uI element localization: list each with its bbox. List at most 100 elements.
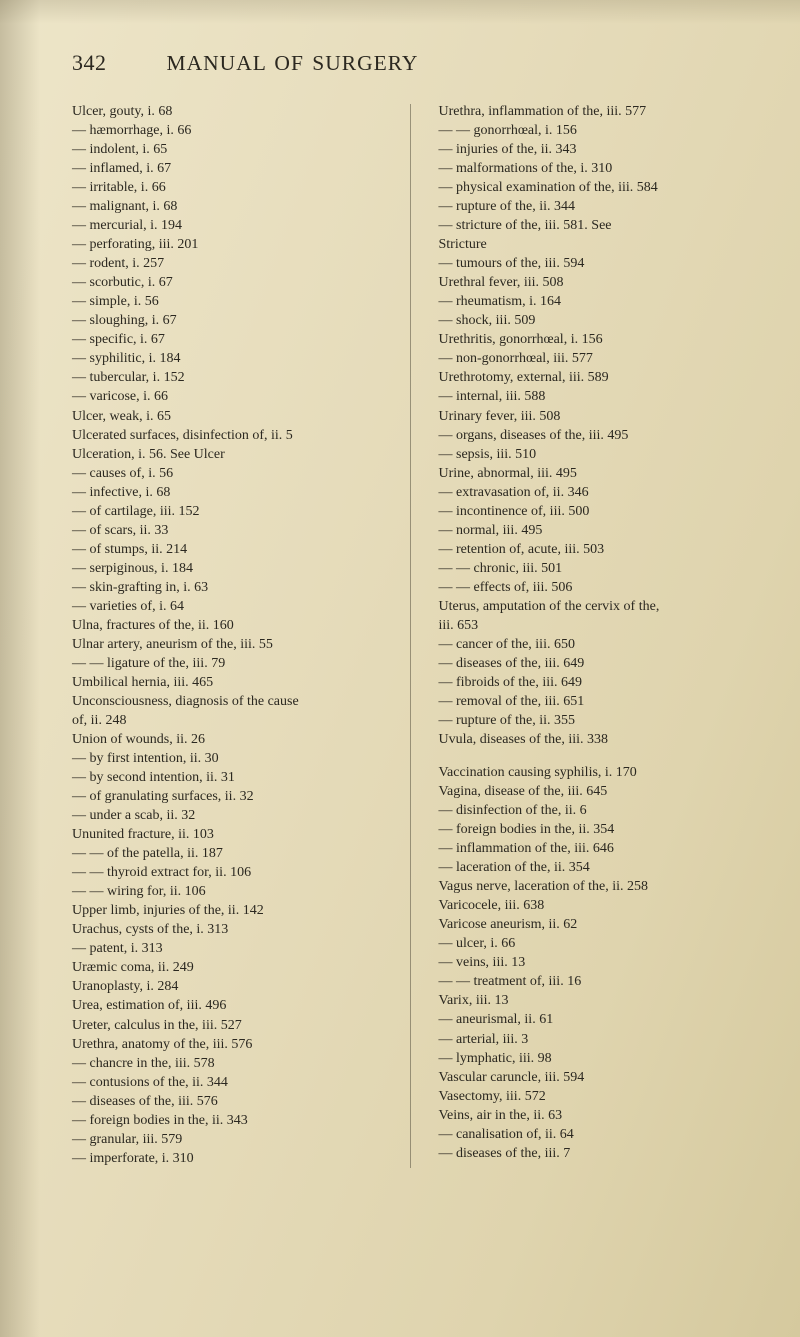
index-entry: Urea, estimation of, iii. 496 — [72, 996, 382, 1015]
index-entry: Varix, iii. 13 — [439, 991, 749, 1010]
index-entry: Varicose aneurism, ii. 62 — [439, 915, 749, 934]
index-entry: lymphatic, iii. 98 — [439, 1049, 749, 1068]
index-entry: gonorrhœal, i. 156 — [439, 121, 749, 140]
index-entry: mercurial, i. 194 — [72, 216, 382, 235]
index-entry: arterial, iii. 3 — [439, 1030, 749, 1049]
index-entry: Stricture — [439, 235, 749, 254]
index-entry: Urethral fever, iii. 508 — [439, 273, 749, 292]
blank-line — [439, 749, 749, 763]
index-entry: rupture of the, ii. 344 — [439, 197, 749, 216]
index-entry: Uranoplasty, i. 284 — [72, 977, 382, 996]
index-entry: syphilitic, i. 184 — [72, 349, 382, 368]
index-entry: Unconsciousness, diagnosis of the cause — [72, 692, 382, 711]
index-entry: Ulnar artery, aneurism of the, iii. 55 — [72, 635, 382, 654]
index-entry: Ureter, calculus in the, iii. 527 — [72, 1016, 382, 1035]
page-shadow-top — [0, 0, 800, 24]
index-entry: diseases of the, iii. 576 — [72, 1092, 382, 1111]
index-entry: iii. 653 — [439, 616, 749, 635]
index-entry: scorbutic, i. 67 — [72, 273, 382, 292]
index-entry: Vasectomy, iii. 572 — [439, 1087, 749, 1106]
index-entry: diseases of the, iii. 649 — [439, 654, 749, 673]
index-entry: stricture of the, iii. 581. See — [439, 216, 749, 235]
index-entry: contusions of the, ii. 344 — [72, 1073, 382, 1092]
index-entry: fibroids of the, iii. 649 — [439, 673, 749, 692]
index-entry: ligature of the, iii. 79 — [72, 654, 382, 673]
index-entry: Vagus nerve, laceration of the, ii. 258 — [439, 877, 749, 896]
index-entry: rupture of the, ii. 355 — [439, 711, 749, 730]
index-entry: injuries of the, ii. 343 — [439, 140, 749, 159]
header: 342 MANUAL OF SURGERY — [72, 50, 748, 76]
index-entry: physical examination of the, iii. 584 — [439, 178, 749, 197]
book-title: MANUAL OF SURGERY — [167, 51, 419, 76]
index-entry: sloughing, i. 67 — [72, 311, 382, 330]
index-entry: cancer of the, iii. 650 — [439, 635, 749, 654]
page-number: 342 — [72, 50, 107, 76]
index-entry: of, ii. 248 — [72, 711, 382, 730]
index-entry: Uræmic coma, ii. 249 — [72, 958, 382, 977]
index-entry: sepsis, iii. 510 — [439, 445, 749, 464]
index-entry: Ulcer, weak, i. 65 — [72, 407, 382, 426]
index-entry: Urine, abnormal, iii. 495 — [439, 464, 749, 483]
index-entry: Varicocele, iii. 638 — [439, 896, 749, 915]
index-entry: of scars, ii. 33 — [72, 521, 382, 540]
index-entry: under a scab, ii. 32 — [72, 806, 382, 825]
index-columns: Ulcer, gouty, i. 68hæmorrhage, i. 66indo… — [72, 102, 748, 1168]
index-entry: Urethritis, gonorrhœal, i. 156 — [439, 330, 749, 349]
index-entry: of stumps, ii. 214 — [72, 540, 382, 559]
index-entry: rodent, i. 257 — [72, 254, 382, 273]
index-entry: varieties of, i. 64 — [72, 597, 382, 616]
index-entry: Urethra, inflammation of the, iii. 577 — [439, 102, 749, 121]
index-entry: by first intention, ii. 30 — [72, 749, 382, 768]
index-entry: Urinary fever, iii. 508 — [439, 407, 749, 426]
index-entry: aneurismal, ii. 61 — [439, 1010, 749, 1029]
page: 342 MANUAL OF SURGERY Ulcer, gouty, i. 6… — [0, 0, 800, 1337]
index-entry: retention of, acute, iii. 503 — [439, 540, 749, 559]
index-entry: thyroid extract for, ii. 106 — [72, 863, 382, 882]
index-entry: normal, iii. 495 — [439, 521, 749, 540]
index-entry: effects of, iii. 506 — [439, 578, 749, 597]
index-entry: chancre in the, iii. 578 — [72, 1054, 382, 1073]
column-divider — [410, 104, 411, 1168]
index-entry: infective, i. 68 — [72, 483, 382, 502]
index-entry: canalisation of, ii. 64 — [439, 1125, 749, 1144]
index-entry: rheumatism, i. 164 — [439, 292, 749, 311]
index-column-left: Ulcer, gouty, i. 68hæmorrhage, i. 66indo… — [72, 102, 382, 1168]
index-entry: Uvula, diseases of the, iii. 338 — [439, 730, 749, 749]
index-entry: Ulna, fractures of the, ii. 160 — [72, 616, 382, 635]
index-column-right: Urethra, inflammation of the, iii. 577go… — [439, 102, 749, 1168]
index-entry: wiring for, ii. 106 — [72, 882, 382, 901]
index-entry: causes of, i. 56 — [72, 464, 382, 483]
index-entry: removal of the, iii. 651 — [439, 692, 749, 711]
index-entry: disinfection of the, ii. 6 — [439, 801, 749, 820]
index-entry: non-gonorrhœal, iii. 577 — [439, 349, 749, 368]
index-entry: patent, i. 313 — [72, 939, 382, 958]
index-entry: Ulceration, i. 56. See Ulcer — [72, 445, 382, 464]
index-entry: varicose, i. 66 — [72, 387, 382, 406]
index-entry: incontinence of, iii. 500 — [439, 502, 749, 521]
index-entry: malformations of the, i. 310 — [439, 159, 749, 178]
index-entry: indolent, i. 65 — [72, 140, 382, 159]
index-entry: Vagina, disease of the, iii. 645 — [439, 782, 749, 801]
index-entry: irritable, i. 66 — [72, 178, 382, 197]
index-entry: Vascular caruncle, iii. 594 — [439, 1068, 749, 1087]
index-entry: by second intention, ii. 31 — [72, 768, 382, 787]
index-entry: Umbilical hernia, iii. 465 — [72, 673, 382, 692]
index-entry: inflammation of the, iii. 646 — [439, 839, 749, 858]
index-entry: Urachus, cysts of the, i. 313 — [72, 920, 382, 939]
index-entry: ulcer, i. 66 — [439, 934, 749, 953]
index-entry: treatment of, iii. 16 — [439, 972, 749, 991]
index-entry: foreign bodies in the, ii. 343 — [72, 1111, 382, 1130]
page-shadow-left — [0, 0, 40, 1337]
index-entry: skin-grafting in, i. 63 — [72, 578, 382, 597]
index-entry: foreign bodies in the, ii. 354 — [439, 820, 749, 839]
index-entry: internal, iii. 588 — [439, 387, 749, 406]
index-entry: Ulcerated surfaces, disinfection of, ii.… — [72, 426, 382, 445]
index-entry: Urethrotomy, external, iii. 589 — [439, 368, 749, 387]
index-entry: Union of wounds, ii. 26 — [72, 730, 382, 749]
index-entry: tumours of the, iii. 594 — [439, 254, 749, 273]
index-entry: inflamed, i. 67 — [72, 159, 382, 178]
index-entry: imperforate, i. 310 — [72, 1149, 382, 1168]
index-entry: Veins, air in the, ii. 63 — [439, 1106, 749, 1125]
index-entry: Ulcer, gouty, i. 68 — [72, 102, 382, 121]
index-entry: laceration of the, ii. 354 — [439, 858, 749, 877]
